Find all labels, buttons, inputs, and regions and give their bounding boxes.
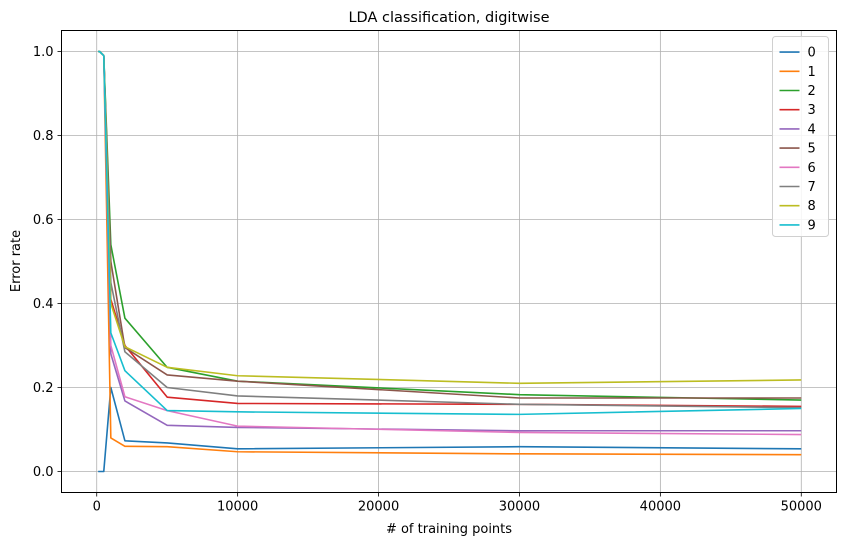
- series-line-0: [98, 386, 802, 473]
- x-axis-label: # of training points: [386, 522, 512, 537]
- legend-label-8: 8: [808, 199, 816, 214]
- x-tick-label: 30000: [499, 500, 540, 515]
- y-tick-label: 0.4: [33, 297, 54, 312]
- y-tick-label: 0.0: [33, 465, 54, 480]
- x-tick-label: 0: [93, 500, 101, 515]
- x-tick-label: 20000: [358, 500, 399, 515]
- y-axis-label: Error rate: [9, 230, 24, 292]
- legend-label-9: 9: [808, 218, 816, 233]
- legend-label-4: 4: [808, 122, 816, 137]
- legend-label-2: 2: [808, 84, 816, 99]
- legend-label-0: 0: [808, 46, 816, 61]
- y-tick-label: 0.2: [33, 381, 54, 396]
- y-tick-label: 1.0: [33, 45, 54, 60]
- legend-label-6: 6: [808, 161, 816, 176]
- x-tick-label: 10000: [217, 500, 258, 515]
- y-tick-label: 0.6: [33, 213, 54, 228]
- axis-ticks: 0 10000 20000 30000 40000 50000 0.0 0.2 0.4 0.6 0.…: [33, 45, 822, 515]
- legend-label-3: 3: [808, 103, 816, 118]
- plot-frame: [61, 30, 837, 493]
- series-line-9: [98, 50, 802, 416]
- series-lines: [98, 50, 802, 473]
- legend-label-7: 7: [808, 180, 816, 195]
- chart-title: LDA classification, digitwise: [348, 10, 549, 26]
- legend-label-5: 5: [808, 142, 816, 157]
- y-tick-label: 0.8: [33, 129, 54, 144]
- legend-label-1: 1: [808, 65, 816, 80]
- x-tick-label: 50000: [781, 500, 822, 515]
- legend: 0 1 2 3 4 5 6 7 8 9: [772, 36, 829, 237]
- x-tick-label: 40000: [640, 500, 681, 515]
